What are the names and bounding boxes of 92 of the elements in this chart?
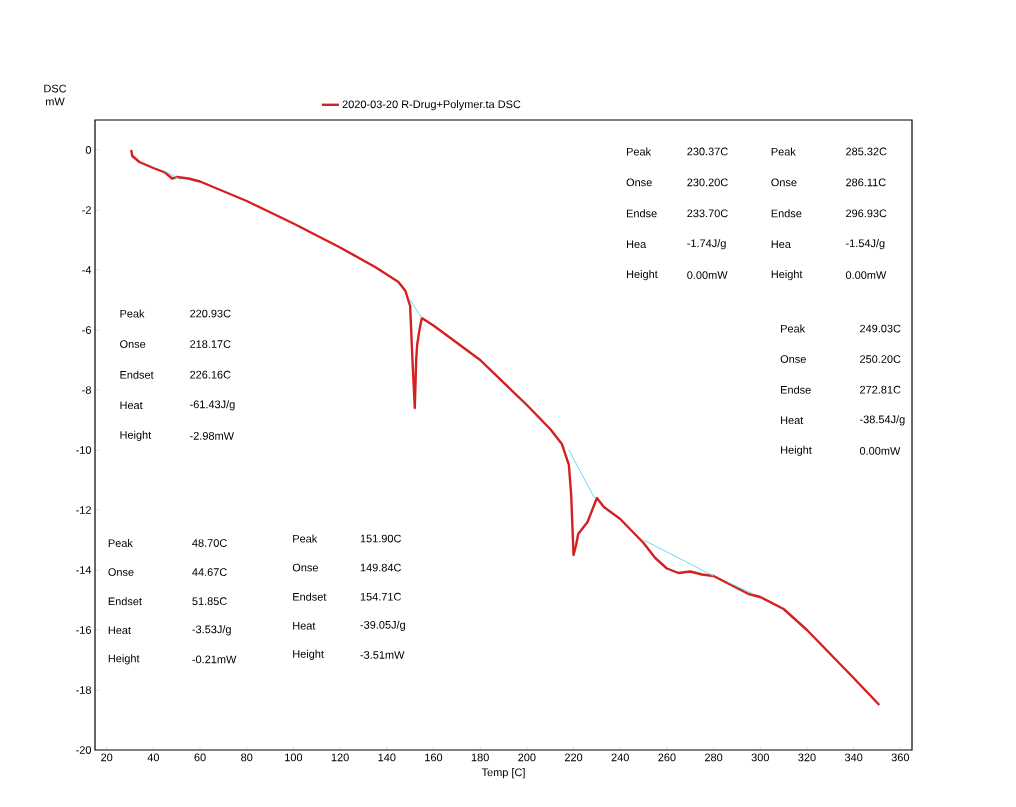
annotation: 44.67C (192, 568, 227, 576)
x-tick-label: 320 (798, 753, 816, 762)
annotation: -38.54J/g (860, 415, 905, 426)
y-tick-label: -20 (76, 746, 92, 754)
x-tick-label: 180 (471, 753, 489, 762)
x-tick-label: 120 (331, 753, 349, 762)
annotation: 220.93C (190, 309, 231, 318)
annotation: -3.51mW (360, 651, 405, 659)
annotation: 285.32C (846, 147, 887, 156)
annotation: Hea (771, 240, 791, 249)
x-tick-label: 80 (241, 753, 253, 762)
annotation: Peak (293, 534, 318, 543)
y-tick-label: -6 (82, 326, 91, 334)
annotation: Onse (771, 178, 797, 187)
annotation: Onse (292, 563, 318, 572)
annotation: Endset (293, 592, 327, 601)
annotation: 0.00mW (845, 271, 887, 279)
annotation: Endse (781, 385, 811, 394)
annotation: -61.43J/g (190, 400, 235, 411)
y-axis-title: DSC mW (44, 84, 67, 106)
annotation: Onse (120, 340, 146, 348)
annotation: 218.17C (190, 340, 231, 348)
annotation: -1.74J/g (687, 239, 726, 250)
x-tick-label: 60 (194, 753, 206, 762)
annotation: 250.20C (860, 355, 901, 363)
annotation: 51.85C (192, 597, 227, 606)
y-tick-label: -4 (82, 266, 92, 274)
annotation: 230.37C (687, 147, 728, 156)
x-tick-label: 240 (611, 753, 629, 762)
x-tick-label: 220 (564, 753, 583, 762)
annotation: Peak (626, 147, 652, 156)
x-tick-label: 340 (844, 753, 863, 762)
annotation: 249.03C (860, 324, 901, 333)
annotation: -3.53J/g (192, 625, 231, 636)
annotation: 286.11C (846, 178, 886, 187)
x-axis-title: Temp [C] (481, 768, 525, 779)
x-tick-label: 100 (285, 753, 303, 762)
x-tick-label: 160 (425, 753, 443, 762)
annotation: 226.16C (190, 370, 231, 379)
annotation: 272.81C (860, 385, 901, 394)
annotation: Height (781, 445, 812, 456)
annotation: Onse (626, 178, 652, 187)
annotation: Heat (293, 621, 316, 630)
annotation: Height (120, 430, 152, 441)
x-tick-label: 300 (751, 753, 769, 762)
annotation: -0.21mW (192, 655, 237, 664)
y-tick-label: -14 (76, 566, 92, 574)
annotation: 149.84C (360, 563, 401, 572)
x-tick-label: 260 (658, 753, 676, 762)
x-tick-label: 280 (705, 753, 723, 762)
annotation: Height (108, 654, 140, 665)
x-tick-label: 40 (147, 753, 160, 762)
annotation: Height (626, 269, 658, 281)
annotation: Endset (120, 370, 154, 379)
y-tick-label: -16 (76, 626, 91, 634)
annotation: 154.71C (360, 592, 401, 601)
y-tick-label: 0 (85, 146, 92, 154)
annotation: Onse (108, 568, 134, 576)
annotation: 0.00mW (859, 447, 901, 455)
annotation: Peak (120, 309, 145, 318)
annotation: Height (771, 269, 803, 281)
annotation: Endse (771, 209, 802, 218)
annotation: -2.98mW (190, 432, 234, 440)
annotation: 296.93C (846, 209, 887, 218)
x-tick-label: 200 (518, 753, 536, 762)
y-tick-label: -2 (82, 206, 91, 214)
annotation: 233.70C (687, 209, 728, 218)
y-tick-label: -12 (76, 506, 91, 514)
annotation: Height (293, 649, 324, 660)
annotation: Peak (108, 538, 133, 548)
annotation: -1.54J/g (845, 239, 885, 250)
x-tick-label: 20 (101, 753, 113, 762)
annotation: Peak (781, 324, 806, 333)
annotation: Endse (626, 209, 657, 218)
annotation: 230.20C (687, 178, 728, 187)
annotation: Hea (626, 240, 647, 249)
x-tick-label: 360 (891, 753, 910, 762)
legend-label: 2020-03-20 R-Drug+Polymer.ta DSC (342, 100, 521, 111)
annotation: Peak (771, 147, 796, 156)
annotation: Heat (781, 416, 804, 425)
annotation: -39.05J/g (360, 620, 405, 631)
y-tick-label: -10 (76, 446, 92, 454)
y-tick-label: -8 (82, 386, 91, 394)
annotation: Heat (120, 401, 143, 410)
x-tick-label: 140 (378, 753, 396, 762)
y-tick-label: -18 (76, 686, 91, 694)
annotation: 48.70C (192, 539, 227, 547)
annotation: Endset (108, 597, 142, 606)
annotation: 0.00mW (687, 271, 728, 279)
annotation: Heat (108, 626, 131, 635)
annotation: 151.90C (360, 534, 401, 543)
annotation: Onse (780, 355, 806, 363)
